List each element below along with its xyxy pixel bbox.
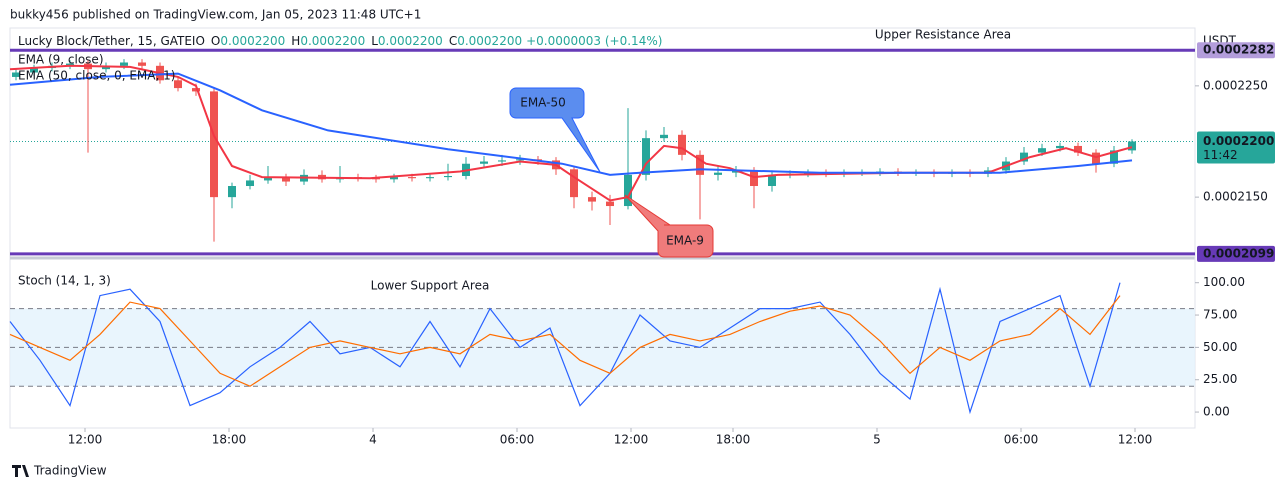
y-tick-label: 50.00 — [1203, 340, 1237, 354]
y-tick-label: 0.0002150 — [1203, 190, 1268, 204]
pane-title: Stoch (14, 1, 3) — [18, 274, 111, 288]
candle-body — [1038, 148, 1046, 153]
candle-body — [1092, 152, 1100, 164]
last-price-time: 11:42 — [1203, 148, 1238, 162]
ohlc-key: O — [211, 34, 220, 48]
candle-body — [696, 154, 704, 175]
legend-entry: EMA (9, close) — [18, 53, 104, 67]
legend-entry: EMA (50, close, 0, EMA, 1) — [18, 69, 175, 83]
candle-body — [498, 160, 506, 162]
y-tick-label: 0.00 — [1203, 405, 1230, 419]
ohlc-value: 0.0002200 — [220, 34, 285, 48]
stoch-line — [9, 282, 1121, 415]
x-tick-label: 12:00 — [68, 433, 103, 447]
candle-body — [246, 180, 254, 187]
candle-body — [1056, 145, 1064, 149]
candle-body — [444, 175, 452, 178]
candle-body — [714, 172, 722, 175]
candle-body — [516, 159, 524, 161]
x-tick-label: 12:00 — [1118, 433, 1153, 447]
candle-body — [174, 80, 182, 89]
support-annotation: Lower Support Area — [371, 279, 490, 293]
candle-body — [12, 72, 20, 77]
ema50-label: EMA-50 — [520, 96, 565, 110]
candle-body — [480, 161, 488, 164]
ohlc-value: 0.0002200 — [300, 34, 365, 48]
x-tick-label: 06:00 — [1004, 433, 1039, 447]
ema9-label: EMA-9 — [666, 234, 704, 248]
candle-body — [264, 177, 272, 181]
symbol-line: Lucky Block/Tether, 15, GATEIO O0.0002200… — [18, 34, 662, 48]
level-label-box — [1197, 245, 1275, 262]
last-price-label: 0.0002200 — [1203, 134, 1274, 148]
ohlc-key: C — [449, 34, 457, 48]
symbol: Lucky Block/Tether, 15, GATEIO — [18, 34, 205, 48]
candle-body — [120, 62, 128, 66]
y-tick-label: 0.0002250 — [1203, 78, 1268, 92]
candle-body — [768, 174, 776, 187]
ema-line — [9, 72, 1133, 176]
ema50-callout — [509, 87, 601, 173]
level-label-box — [1197, 42, 1275, 59]
publisher-line: bukky456 published on TradingView.com, J… — [10, 8, 421, 22]
x-tick-label: 06:00 — [500, 433, 535, 447]
candle-body — [192, 88, 200, 92]
candle-body — [732, 170, 740, 173]
candle-body — [138, 62, 146, 66]
candle-body — [588, 197, 596, 202]
candle-body — [678, 134, 686, 155]
stoch-band — [10, 308, 1195, 387]
candle-body — [624, 174, 632, 207]
footer: TradingView — [12, 464, 107, 478]
change: +0.0000003 (+0.14%) — [526, 34, 662, 48]
candle-body — [390, 177, 398, 180]
candle-body — [642, 138, 650, 175]
candle-body — [282, 177, 290, 182]
level-label: 0.0002099 — [1203, 246, 1274, 260]
candle-body — [750, 170, 758, 187]
candle-body — [1074, 145, 1082, 153]
candle-body — [1020, 152, 1028, 162]
x-tick-label: 18:00 — [716, 433, 751, 447]
ema9-callout — [624, 194, 714, 258]
candle-body — [372, 178, 380, 180]
stoch-line — [9, 295, 1121, 387]
ohlc-key: H — [291, 34, 300, 48]
y-tick-label: 25.00 — [1203, 372, 1237, 386]
footer-brand: TradingView — [33, 464, 107, 478]
x-tick-label: 4 — [369, 433, 377, 447]
x-tick-label: 18:00 — [212, 433, 247, 447]
resistance-annotation: Upper Resistance Area — [875, 28, 1011, 42]
candle-body — [66, 63, 74, 66]
x-tick-label: 5 — [873, 433, 881, 447]
candle-body — [570, 169, 578, 198]
logo — [12, 465, 29, 477]
candle-body — [1110, 150, 1118, 164]
candle-body — [30, 68, 38, 73]
ohlc-value: 0.0002200 — [457, 34, 522, 48]
y-tick-label: 75.00 — [1203, 308, 1237, 322]
ohlc-value: 0.0002200 — [378, 34, 443, 48]
candle-body — [408, 177, 416, 179]
candle-body — [606, 201, 614, 207]
candle-body — [1128, 141, 1136, 151]
candle-body — [102, 65, 110, 70]
x-tick-label: 12:00 — [614, 433, 649, 447]
candle-body — [210, 91, 218, 198]
ohlc-key: L — [371, 34, 378, 48]
candle-body — [228, 186, 236, 198]
level-label: 0.0002282 — [1203, 43, 1274, 57]
y-tick-label: 100.00 — [1203, 275, 1245, 289]
candle-body — [426, 177, 434, 179]
last-price-box — [1197, 131, 1275, 164]
candle-body — [660, 134, 668, 139]
